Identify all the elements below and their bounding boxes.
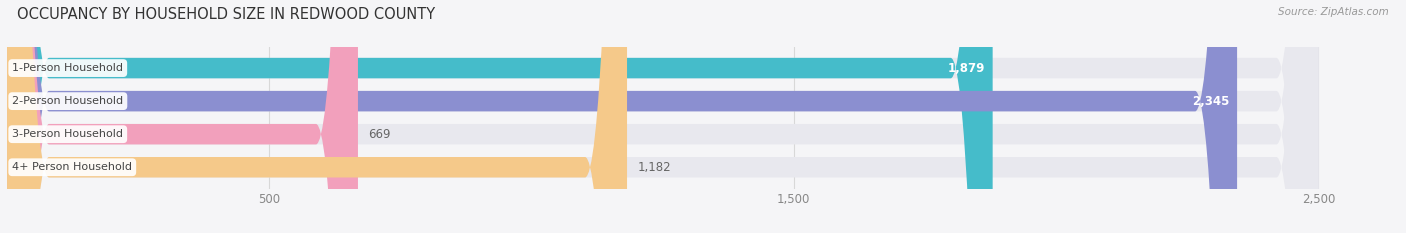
FancyBboxPatch shape — [7, 0, 359, 233]
Text: 1,182: 1,182 — [637, 161, 671, 174]
FancyBboxPatch shape — [7, 0, 1319, 233]
FancyBboxPatch shape — [7, 0, 1319, 233]
Text: Source: ZipAtlas.com: Source: ZipAtlas.com — [1278, 7, 1389, 17]
Text: 1-Person Household: 1-Person Household — [13, 63, 124, 73]
Text: 669: 669 — [368, 128, 391, 141]
Text: 4+ Person Household: 4+ Person Household — [13, 162, 132, 172]
FancyBboxPatch shape — [7, 0, 1319, 233]
FancyBboxPatch shape — [7, 0, 627, 233]
Text: 2-Person Household: 2-Person Household — [13, 96, 124, 106]
Text: OCCUPANCY BY HOUSEHOLD SIZE IN REDWOOD COUNTY: OCCUPANCY BY HOUSEHOLD SIZE IN REDWOOD C… — [17, 7, 434, 22]
Text: 3-Person Household: 3-Person Household — [13, 129, 124, 139]
FancyBboxPatch shape — [7, 0, 1237, 233]
Text: 1,879: 1,879 — [948, 62, 984, 75]
FancyBboxPatch shape — [7, 0, 1319, 233]
FancyBboxPatch shape — [7, 0, 993, 233]
Text: 2,345: 2,345 — [1192, 95, 1229, 108]
